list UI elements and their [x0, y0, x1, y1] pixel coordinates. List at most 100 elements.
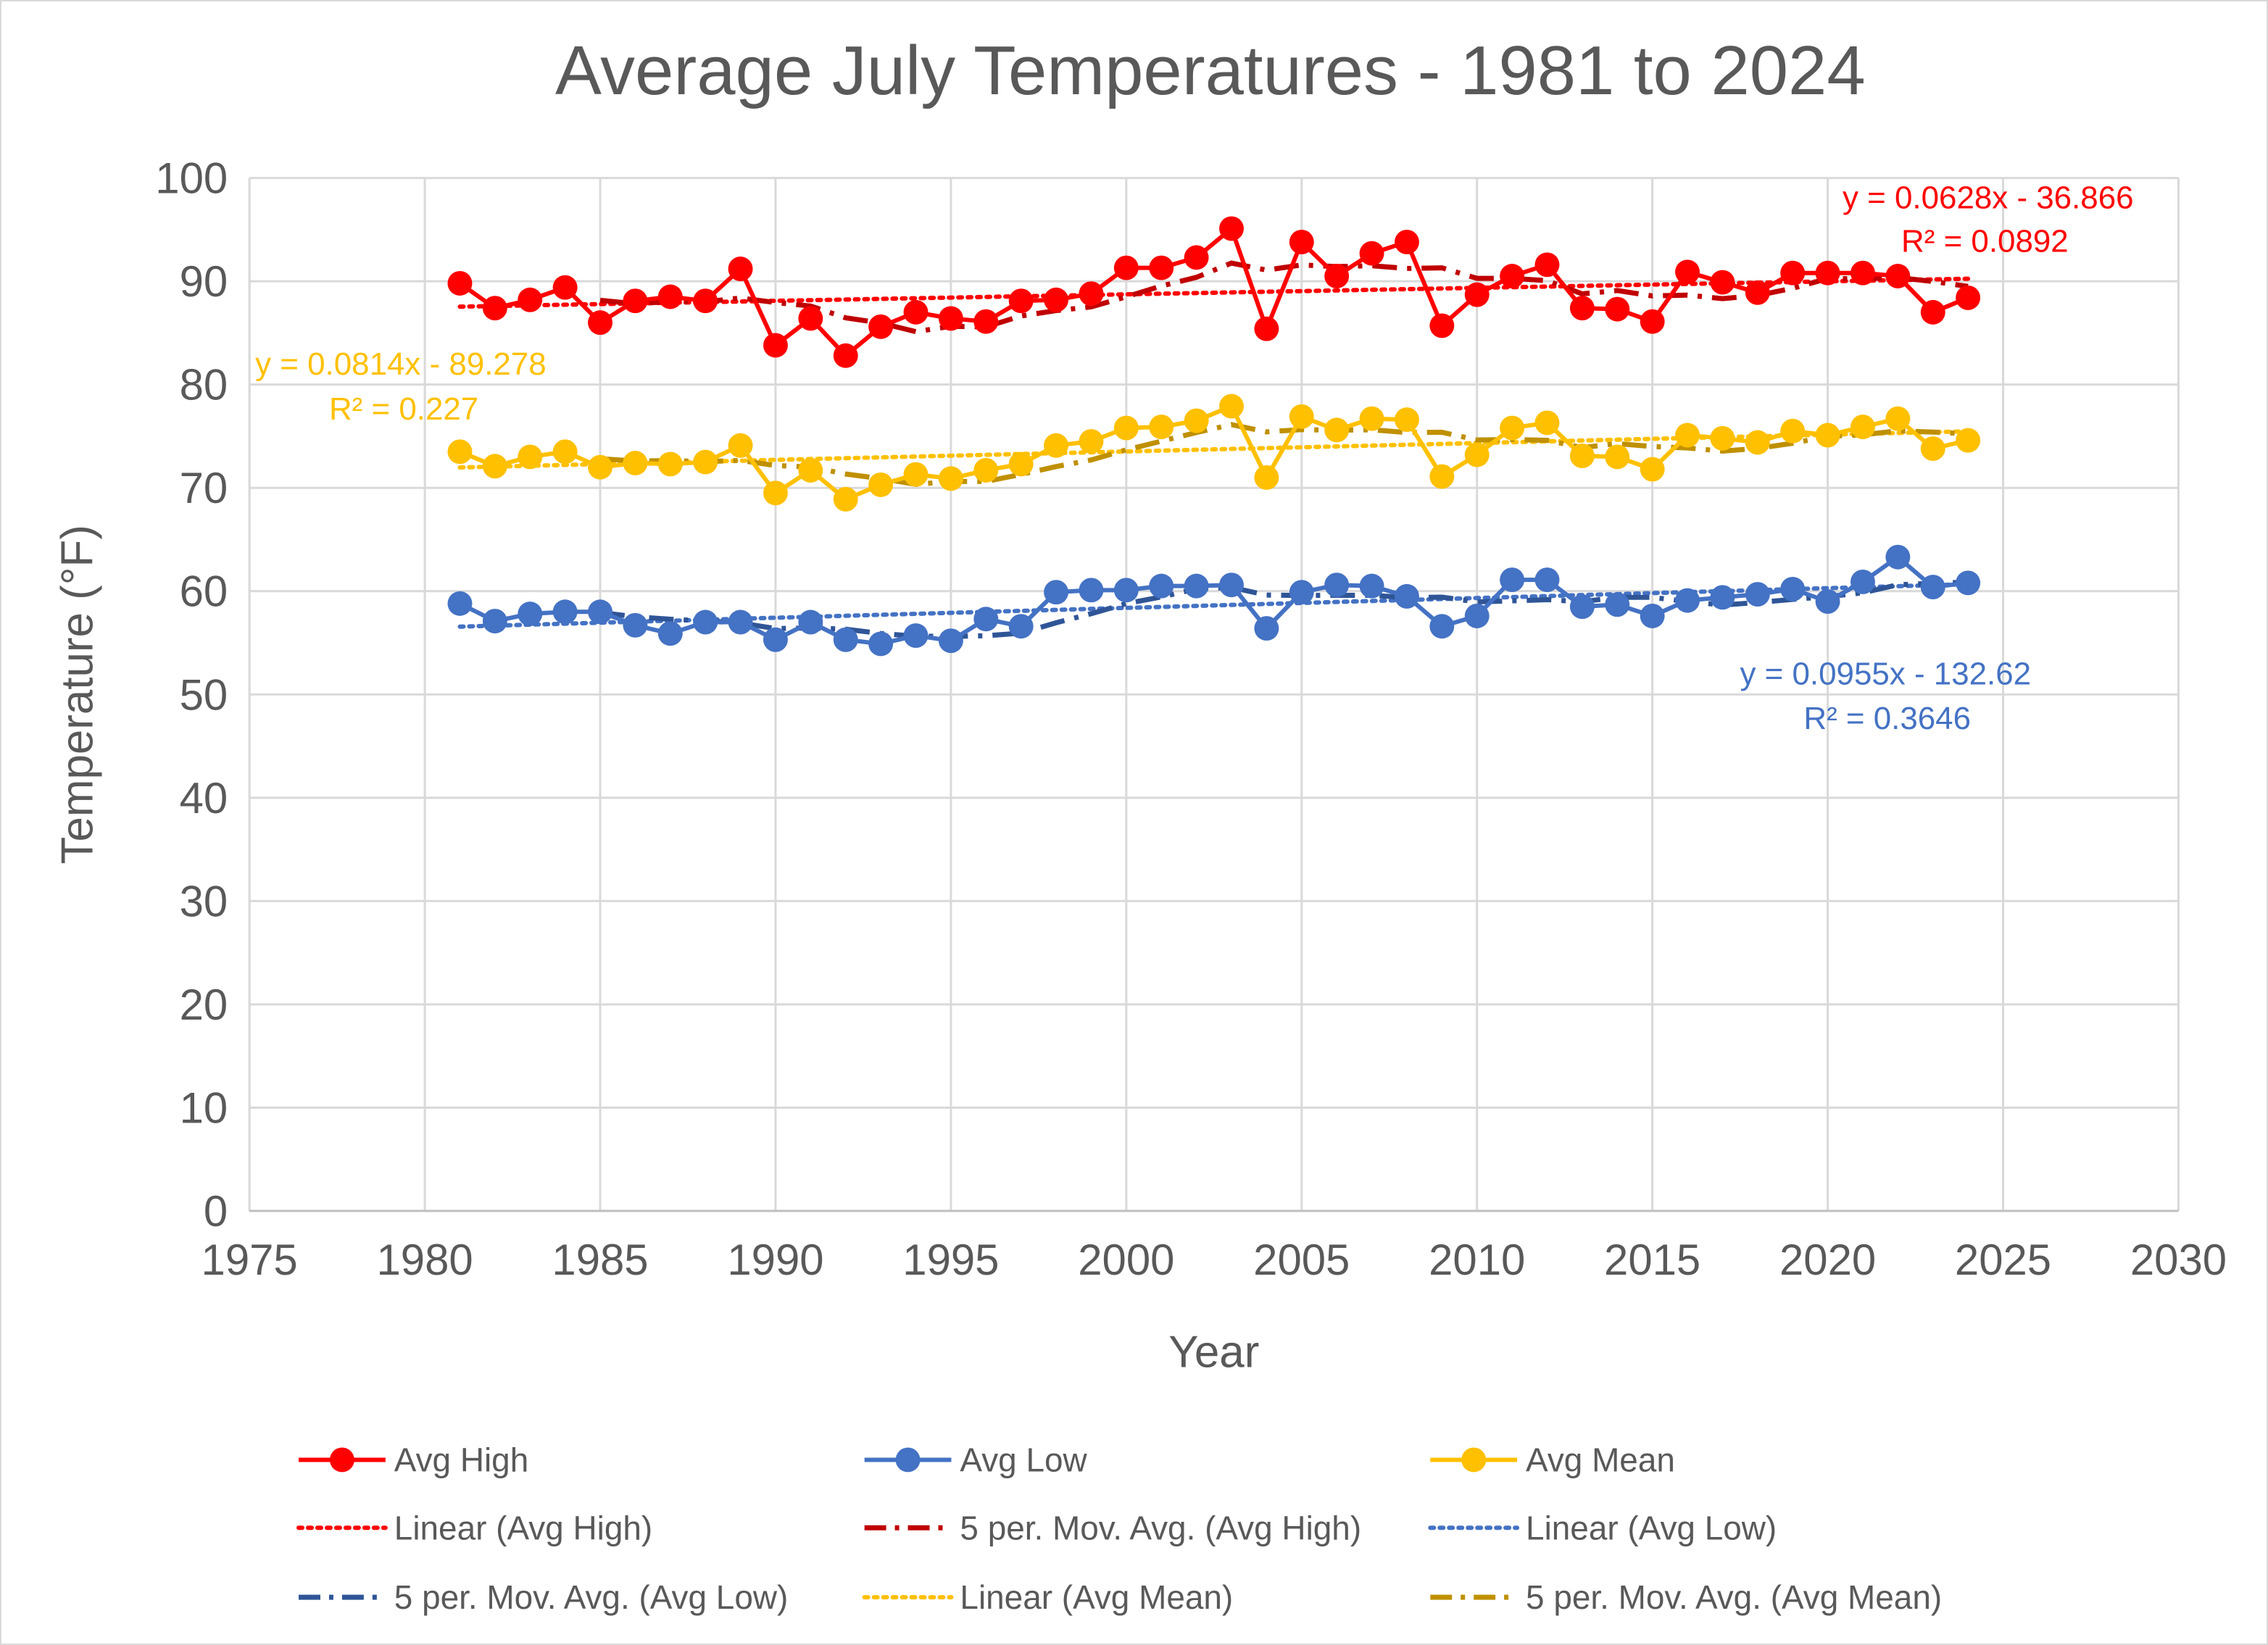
- data-point: [1675, 588, 1700, 613]
- trendline-equation: y = 0.0814x - 89.278: [255, 346, 547, 382]
- data-point: [1394, 229, 1419, 254]
- data-point: [1956, 285, 1981, 310]
- data-point: [1113, 578, 1139, 603]
- data-point: [1920, 299, 1945, 325]
- data-point: [518, 444, 543, 470]
- data-point: [868, 314, 894, 339]
- data-point: [1044, 287, 1069, 312]
- data-point: [1885, 544, 1911, 570]
- data-point: [833, 627, 858, 652]
- data-point: [1113, 415, 1139, 441]
- data-point: [1956, 428, 1981, 453]
- x-tick-label: 1985: [552, 1236, 648, 1284]
- data-point: [1710, 585, 1735, 610]
- data-point: [1324, 417, 1350, 443]
- legend-label: 5 per. Mov. Avg. (Avg Mean): [1526, 1578, 1942, 1616]
- legend-label: Avg Low: [960, 1441, 1087, 1478]
- data-point: [482, 454, 507, 479]
- data-point: [447, 270, 473, 296]
- x-tick-label: 2030: [2130, 1236, 2227, 1284]
- data-point: [1149, 573, 1174, 599]
- legend-item: 5 per. Mov. Avg. (Avg High): [864, 1509, 1361, 1546]
- data-point: [1605, 444, 1630, 470]
- moving-average-line: [599, 422, 1969, 487]
- data-point: [1710, 270, 1735, 295]
- x-tick-label: 1980: [376, 1236, 473, 1284]
- data-point: [1850, 260, 1875, 286]
- data-point: [1815, 422, 1840, 448]
- data-point: [1219, 572, 1244, 598]
- data-point: [1920, 575, 1945, 600]
- data-point: [1815, 260, 1840, 286]
- data-point: [1289, 229, 1314, 254]
- data-point: [1219, 216, 1244, 241]
- data-point: [1289, 404, 1314, 429]
- data-point: [938, 306, 963, 331]
- data-point: [1113, 255, 1139, 280]
- data-point: [1640, 604, 1665, 628]
- legend-item: Avg High: [299, 1441, 528, 1478]
- data-point: [728, 433, 753, 458]
- data-point: [623, 451, 648, 475]
- y-tick-label: 0: [204, 1187, 228, 1236]
- data-point: [1850, 415, 1875, 440]
- data-point: [1184, 408, 1209, 433]
- x-tick-label: 2005: [1253, 1236, 1350, 1284]
- x-tick-label: 1995: [902, 1236, 999, 1284]
- chart-title: Average July Temperatures - 1981 to 2024: [555, 32, 1866, 109]
- legend-label: 5 per. Mov. Avg. (Avg High): [960, 1509, 1361, 1546]
- data-point: [798, 609, 823, 635]
- data-point: [833, 343, 858, 368]
- data-point: [693, 609, 718, 635]
- data-point: [623, 288, 648, 314]
- gridlines: [248, 177, 2180, 1212]
- data-point: [938, 466, 963, 491]
- data-point: [1008, 614, 1034, 639]
- data-point: [973, 309, 999, 334]
- trendline-equation: y = 0.0628x - 36.866: [1843, 180, 2134, 215]
- data-point: [1149, 415, 1174, 440]
- data-point: [1745, 280, 1770, 305]
- data-point: [1500, 567, 1525, 593]
- data-point: [1956, 570, 1981, 596]
- data-point: [1500, 415, 1525, 441]
- legend-item: Avg Low: [864, 1441, 1088, 1478]
- data-point: [1008, 288, 1034, 314]
- legend-marker-swatch: [329, 1447, 354, 1473]
- trendline-r-squared: R² = 0.3646: [1803, 701, 1971, 736]
- data-point: [518, 287, 543, 312]
- legend-item: Linear (Avg High): [296, 1509, 652, 1546]
- data-point: [938, 628, 963, 654]
- y-tick-label: 10: [180, 1083, 228, 1132]
- trendline-r-squared: R² = 0.227: [329, 391, 478, 427]
- y-tick-label: 20: [180, 980, 228, 1029]
- data-point: [1008, 451, 1034, 477]
- data-point: [552, 439, 578, 465]
- linear-trendline: [457, 429, 1971, 470]
- data-point: [623, 612, 648, 638]
- moving-average-line: [599, 260, 1969, 335]
- data-point: [1254, 316, 1279, 341]
- data-point: [763, 333, 788, 358]
- x-tick-label: 2000: [1078, 1236, 1174, 1284]
- data-point: [1394, 583, 1419, 609]
- data-point: [973, 458, 999, 483]
- data-point: [1640, 457, 1665, 482]
- data-point: [1605, 296, 1630, 322]
- data-point: [1605, 592, 1630, 617]
- data-point: [903, 299, 929, 325]
- data-point: [973, 607, 999, 632]
- data-point: [693, 449, 718, 475]
- moving-average-line: [599, 579, 1969, 639]
- data-point: [1569, 594, 1595, 620]
- data-point: [1675, 259, 1700, 285]
- data-point: [1184, 573, 1209, 599]
- data-point: [588, 599, 612, 625]
- data-point: [1429, 614, 1455, 639]
- data-point: [1044, 433, 1069, 458]
- y-tick-label: 70: [180, 464, 228, 512]
- data-point: [798, 306, 823, 331]
- data-point: [1464, 282, 1490, 307]
- data-point: [1289, 580, 1314, 605]
- legend-item: Avg Mean: [1430, 1441, 1675, 1478]
